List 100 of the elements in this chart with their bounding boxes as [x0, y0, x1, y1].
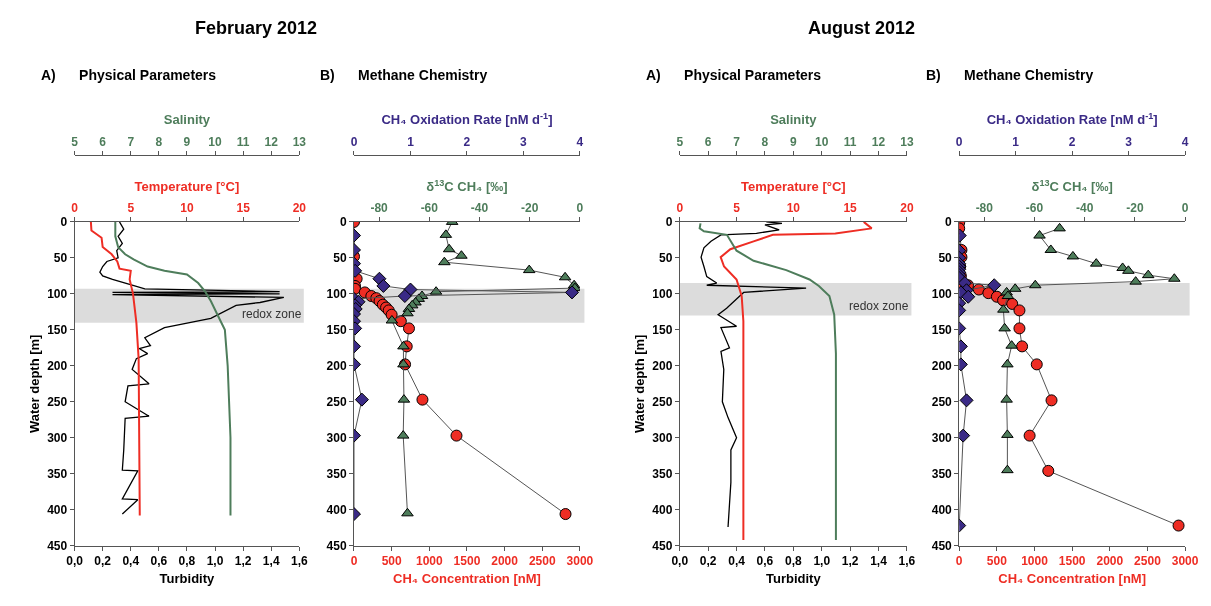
x2-tick-label: 10: [786, 201, 801, 216]
x-tick-label: 0,2: [699, 554, 717, 569]
y-tick-label: 50: [333, 251, 347, 266]
x-tick-label: 11: [843, 135, 857, 150]
band-label: redox zone: [849, 299, 909, 313]
x-tick-label: 500: [381, 554, 402, 569]
x2-tick-label: -20: [1126, 201, 1144, 216]
chart-title: A) Physical Parameters: [41, 67, 217, 83]
y-tick-label: 450: [931, 538, 953, 553]
y-tick-label: 200: [931, 359, 953, 374]
x-axis-title: CH₄ Oxidation Rate [nM d$^{-1}$]: [381, 110, 553, 128]
x2-axis-title: Temperature [°C]: [134, 179, 240, 195]
x-tick-label: 1,2: [841, 554, 859, 569]
y-tick-label: 0: [339, 215, 347, 230]
x-axis-title: CH₄ Concentration [nM]: [998, 570, 1147, 586]
x-tick-label: 5: [676, 135, 684, 150]
x2-tick-label: -40: [1076, 201, 1094, 216]
y-axis-title: Water depth [m]: [27, 334, 43, 434]
band-label: redox zone: [242, 307, 302, 321]
x2-tick-label: 15: [843, 201, 858, 216]
x-tick-label: 0,6: [756, 554, 774, 569]
y-tick-label: 0: [60, 215, 68, 230]
x-tick-label: 0: [955, 135, 963, 150]
x-tick-label: 1,0: [813, 554, 831, 569]
x-tick-label: 1,0: [206, 554, 224, 569]
y-tick-label: 350: [47, 466, 68, 481]
y-tick-label: 50: [659, 251, 673, 266]
chart-title: B) Methane Chemistry: [926, 67, 1094, 83]
y-tick-label: 150: [931, 323, 953, 338]
x-tick-label: 13: [292, 135, 307, 150]
x-tick-label: 3: [1125, 135, 1133, 150]
x-tick-label: 10: [815, 135, 829, 150]
x2-tick-label: -40: [470, 201, 489, 216]
y-tick-label: 50: [53, 251, 68, 266]
y-tick-label: 250: [931, 395, 953, 409]
x-tick-label: 2000: [491, 554, 519, 569]
x2-tick-label: 0: [71, 201, 79, 216]
y-tick-label: 350: [652, 466, 673, 481]
x-tick-label: 3: [520, 135, 528, 150]
x-tick-label: 1,4: [870, 554, 888, 569]
x2-tick-label: 20: [292, 201, 307, 216]
x-tick-label: 0,6: [150, 554, 168, 569]
x-tick-label: 1000: [1021, 554, 1049, 569]
y-tick-label: 100: [326, 287, 347, 302]
x2-tick-label: -80: [370, 201, 389, 216]
y-tick-label: 100: [652, 287, 673, 302]
x2-axis-title: Temperature [°C]: [741, 179, 846, 195]
x2-tick-label: -60: [420, 201, 439, 216]
x-tick-label: 0: [350, 135, 358, 150]
y-tick-label: 300: [652, 430, 673, 445]
y-tick-label: 300: [931, 430, 953, 445]
x-tick-label: 0,4: [728, 554, 746, 569]
x-tick-label: 8: [155, 135, 163, 150]
x-axis-title: CH₄ Oxidation Rate [nM d$^{-1}$]: [986, 110, 1158, 128]
chart-subtitle: February 2012: [195, 18, 318, 38]
x2-tick-label: 5: [127, 201, 135, 216]
x-tick-label: 500: [986, 554, 1008, 569]
x-tick-label: 0,2: [94, 554, 112, 569]
chart-title: A) Physical Parameters: [646, 67, 822, 83]
x2-tick-label: -20: [521, 201, 539, 216]
x-tick-label: 9: [789, 135, 797, 150]
x-tick-label: 12: [871, 135, 886, 150]
x-axis-title: Salinity: [163, 112, 211, 128]
y-tick-label: 100: [931, 287, 953, 302]
x-tick-label: 1500: [1058, 554, 1086, 569]
y-tick-label: 250: [47, 395, 68, 409]
x-tick-label: 2: [1068, 135, 1076, 150]
x-tick-label: 0,0: [66, 554, 84, 569]
chart-subtitle: August 2012: [808, 18, 916, 38]
x2-tick-label: -80: [975, 201, 994, 216]
x-tick-label: 1,2: [234, 554, 252, 569]
y-tick-label: 200: [326, 359, 347, 374]
x-tick-label: 5: [71, 135, 79, 150]
x-tick-label: 0,8: [178, 554, 196, 569]
y-tick-label: 400: [326, 502, 347, 517]
x-tick-label: 0: [955, 554, 963, 569]
y-tick-label: 350: [326, 466, 347, 481]
y-tick-label: 250: [326, 395, 347, 409]
x-tick-label: 13: [900, 135, 914, 150]
x-tick-label: 2000: [1096, 554, 1124, 569]
x-tick-label: 3000: [566, 554, 594, 569]
x-tick-label: 1: [407, 135, 415, 150]
x-axis-title: Turbidity: [766, 570, 822, 586]
x-tick-label: 11: [236, 135, 250, 150]
y-tick-label: 450: [326, 538, 347, 553]
y-tick-label: 150: [326, 323, 347, 338]
x-tick-label: 1,4: [262, 554, 280, 569]
x2-axis-title: δ$^{13}$C CH₄ [‰]: [426, 177, 508, 195]
x-tick-label: 0,0: [671, 554, 689, 569]
y-tick-label: 450: [652, 538, 673, 553]
x-tick-label: 2: [463, 135, 471, 150]
y-tick-label: 450: [47, 538, 68, 553]
y-tick-label: 100: [47, 287, 68, 302]
x2-tick-label: -60: [1025, 201, 1044, 216]
y-tick-label: 50: [938, 251, 953, 266]
x2-axis-title: δ$^{13}$C CH₄ [‰]: [1031, 177, 1113, 195]
x-tick-label: 1: [1012, 135, 1020, 150]
x-tick-label: 8: [761, 135, 769, 150]
x2-tick-label: 10: [180, 201, 194, 216]
x-tick-label: 10: [208, 135, 223, 150]
